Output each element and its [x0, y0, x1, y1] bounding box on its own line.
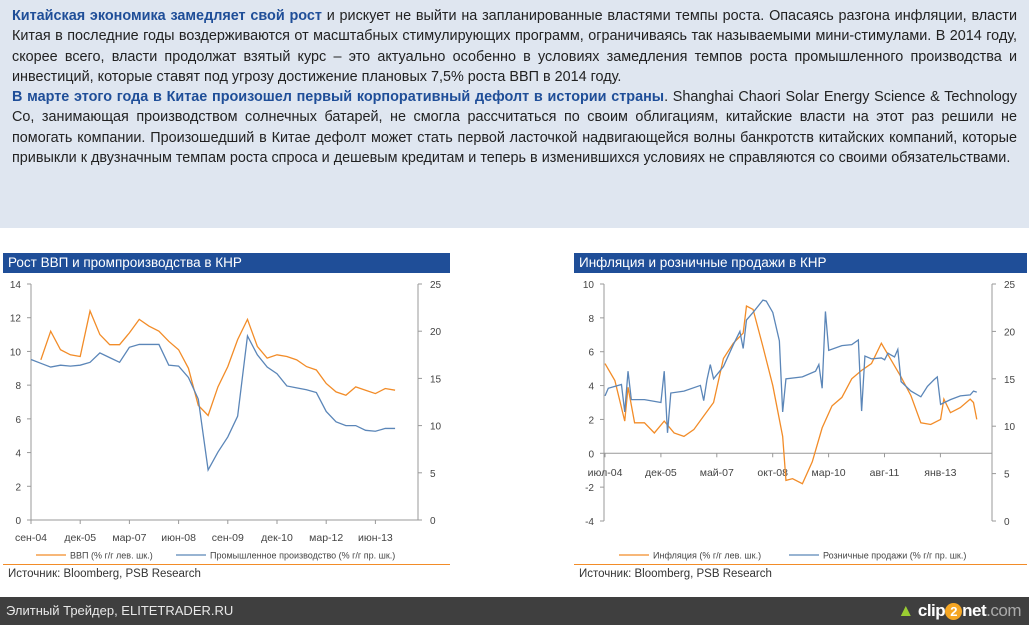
- paragraph-1: Китайская экономика замедляет свой рост …: [12, 6, 1017, 87]
- divider: [3, 564, 450, 565]
- y-tick-label: 12: [10, 314, 22, 325]
- upload-arrow-icon: ▲: [897, 601, 914, 620]
- paragraph-2-body: . Shanghai Chaori Solar Energy Science &…: [12, 89, 1017, 167]
- series-line-blue: [604, 299, 977, 433]
- y2-tick-label: 25: [430, 280, 442, 291]
- y-tick-label: 2: [588, 415, 594, 426]
- y2-tick-label: 15: [430, 374, 442, 385]
- y2-tick-label: 15: [1004, 375, 1016, 386]
- clip2net-logo[interactable]: ▲ clip 2 net.com: [897, 601, 1021, 620]
- site-name: Элитный Трейдер, ELITETRADER.RU: [6, 603, 234, 618]
- paragraph-1-body: и рискует не выйти на запланированные вл…: [12, 8, 1017, 85]
- gdp-chart-plot: 0 2 4 6 8 10 12 14 0 5 10 15 20 25 сен-04 дек-05 мар-07 и…: [10, 280, 442, 561]
- y-tick-label: -4: [585, 517, 594, 528]
- y2-tick-label: 20: [1004, 327, 1016, 338]
- y2-tick-label: 20: [430, 327, 442, 338]
- inflation-chart: Инфляция и розничные продажи в КНР -4 -2 0…: [574, 253, 1027, 593]
- x-tick-label: июн-08: [161, 532, 196, 544]
- series-line-orange: [40, 308, 396, 417]
- y-tick-label: 8: [588, 314, 594, 325]
- paragraph-1-lead: Китайская экономика замедляет свой рост: [12, 8, 322, 24]
- y2-tick-label: 25: [1004, 280, 1016, 291]
- legend-label: ВВП (% г/г лев. шк.): [70, 551, 153, 561]
- series-line-orange: [604, 305, 978, 485]
- y-tick-label: 6: [588, 348, 594, 359]
- x-tick-label: дек-10: [261, 532, 293, 544]
- x-tick-label: май-07: [700, 467, 734, 479]
- inflation-chart-plot: -4 -2 0 2 4 6 8 10 0 5 10 15 20 25 июл-04 дек-05 май-07 о…: [583, 280, 1016, 561]
- x-tick-label: мар-10: [812, 467, 846, 479]
- y-tick-label: 10: [10, 347, 22, 358]
- chart-source: Источник: Bloomberg, PSB Research: [579, 568, 772, 580]
- chart-source: Источник: Bloomberg, PSB Research: [8, 568, 201, 580]
- x-tick-label: сен-04: [15, 532, 47, 544]
- y2-tick-label: 5: [1004, 470, 1010, 481]
- series-line-blue: [30, 333, 396, 473]
- x-tick-label: авг-11: [870, 467, 900, 479]
- chart-title: Инфляция и розничные продажи в КНР: [574, 253, 1027, 273]
- divider: [574, 564, 1027, 565]
- x-tick-label: сен-09: [212, 532, 244, 544]
- x-tick-label: окт-08: [757, 467, 788, 479]
- y-tick-label: -2: [585, 483, 594, 494]
- y-tick-label: 14: [10, 280, 22, 291]
- y-tick-label: 0: [15, 516, 21, 527]
- x-tick-label: мар-12: [309, 532, 343, 544]
- legend-label: Промышленное производство (% г/г пр. шк.…: [210, 551, 395, 561]
- paragraph-2: В марте этого года в Китае произошел пер…: [12, 87, 1017, 168]
- legend-label: Розничные продажи (% г/г пр. шк.): [823, 551, 966, 561]
- x-tick-label: мар-07: [112, 532, 146, 544]
- y-tick-label: 2: [15, 482, 21, 493]
- y-tick-label: 10: [583, 280, 595, 291]
- legend-label: Инфляция (% г/г лев. шк.): [653, 551, 761, 561]
- y2-tick-label: 10: [430, 422, 442, 433]
- y-tick-label: 0: [588, 449, 594, 460]
- y2-tick-label: 5: [430, 469, 436, 480]
- x-tick-label: июл-04: [588, 467, 623, 479]
- x-tick-label: дек-05: [64, 532, 96, 544]
- x-tick-label: июн-13: [358, 532, 393, 544]
- y-tick-label: 6: [15, 415, 21, 426]
- chart-title: Рост ВВП и промпроизводства в КНР: [3, 253, 450, 273]
- gdp-chart: Рост ВВП и промпроизводства в КНР 0 2 4 6 8 1…: [3, 253, 450, 593]
- x-tick-label: янв-13: [924, 467, 956, 479]
- y-tick-label: 4: [588, 382, 594, 393]
- article-text: Китайская экономика замедляет свой рост …: [0, 0, 1029, 228]
- y2-tick-label: 0: [1004, 517, 1010, 528]
- x-tick-label: дек-05: [645, 467, 677, 479]
- paragraph-2-lead: В марте этого года в Китае произошел пер…: [12, 89, 665, 106]
- y-tick-label: 8: [15, 381, 21, 392]
- footer-bar: Элитный Трейдер, ELITETRADER.RU ▲ clip 2 n…: [0, 597, 1029, 625]
- y2-tick-label: 10: [1004, 422, 1016, 433]
- y-tick-label: 4: [15, 449, 21, 460]
- y2-tick-label: 0: [430, 516, 436, 527]
